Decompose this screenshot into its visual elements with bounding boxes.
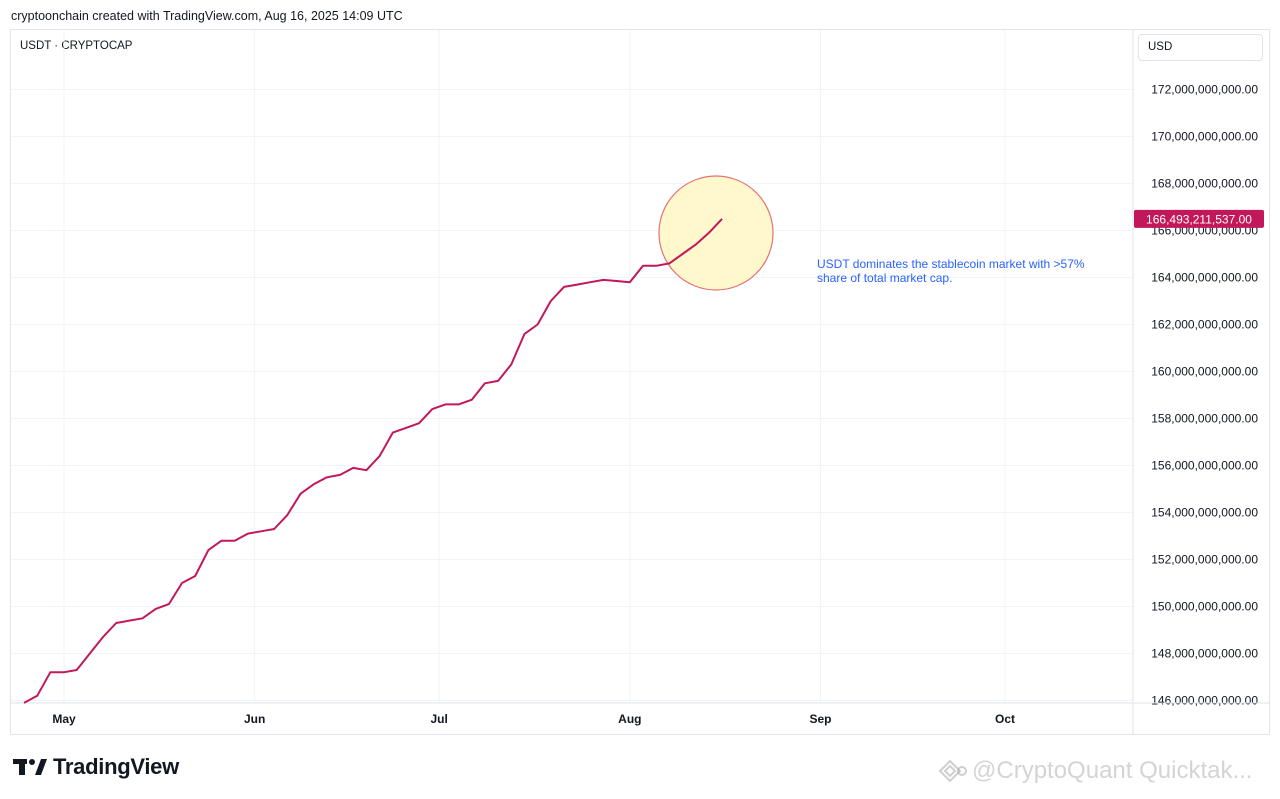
labels: 166,493,211,537.00 USDT dominates the sta… [817, 209, 1264, 285]
y-tick-label: 164,000,000,000.00 [1151, 271, 1258, 285]
y-tick-label: 146,000,000,000.00 [1151, 694, 1258, 708]
annotation-text-line2: share of total market cap. [817, 271, 952, 285]
tradingview-brand[interactable]: TradingView [13, 754, 179, 780]
last-value-badge [1134, 209, 1264, 228]
watermark-text: @CryptoQuant Quicktak... [972, 757, 1253, 784]
y-tick-label: 148,000,000,000.00 [1151, 647, 1258, 661]
tradingview-logo-icon [13, 759, 47, 775]
last-value-label: 166,493,211,537.00 [1146, 212, 1252, 226]
x-tick-label: Aug [618, 712, 641, 726]
y-tick-label: 150,000,000,000.00 [1151, 600, 1258, 614]
cryptoquant-diamond-icon [938, 759, 967, 783]
x-tick-label: Jul [430, 712, 447, 726]
y-tick-label: 158,000,000,000.00 [1151, 412, 1258, 426]
annotation-text-line1: USDT dominates the stablecoin market wit… [817, 257, 1085, 271]
grid [11, 30, 1133, 703]
watermark: @CryptoQuant Quicktak... [938, 757, 1273, 785]
y-tick-label: 156,000,000,000.00 [1151, 459, 1258, 473]
x-tick-label: Jun [244, 712, 265, 726]
currency-selector[interactable]: USD [1138, 34, 1263, 61]
series-layer [23, 218, 723, 704]
highlight-circle-layer [658, 175, 774, 291]
series-line-usdt [23, 218, 723, 704]
x-tick-label: Oct [995, 712, 1015, 726]
y-tick-label: 154,000,000,000.00 [1151, 506, 1258, 520]
y-tick-label: 172,000,000,000.00 [1151, 83, 1258, 97]
y-tick-label: 170,000,000,000.00 [1151, 130, 1258, 144]
chart-frame [10, 29, 1270, 735]
brand-name: TradingView [53, 754, 179, 779]
x-tick-label: May [52, 712, 76, 726]
x-tick-label: Sep [809, 712, 831, 726]
highlight-circle [658, 175, 774, 291]
axes: 146,000,000,000.00 148,000,000,000.00 150,… [11, 30, 1270, 734]
y-tick-label: 162,000,000,000.00 [1151, 318, 1258, 332]
attribution-text: cryptoonchain created with TradingView.c… [11, 9, 403, 23]
y-tick-label: 160,000,000,000.00 [1151, 365, 1258, 379]
y-tick-label: 152,000,000,000.00 [1151, 553, 1258, 567]
symbol-label[interactable]: USDT · CRYPTOCAP [20, 40, 133, 52]
y-tick-label: 168,000,000,000.00 [1151, 177, 1258, 191]
